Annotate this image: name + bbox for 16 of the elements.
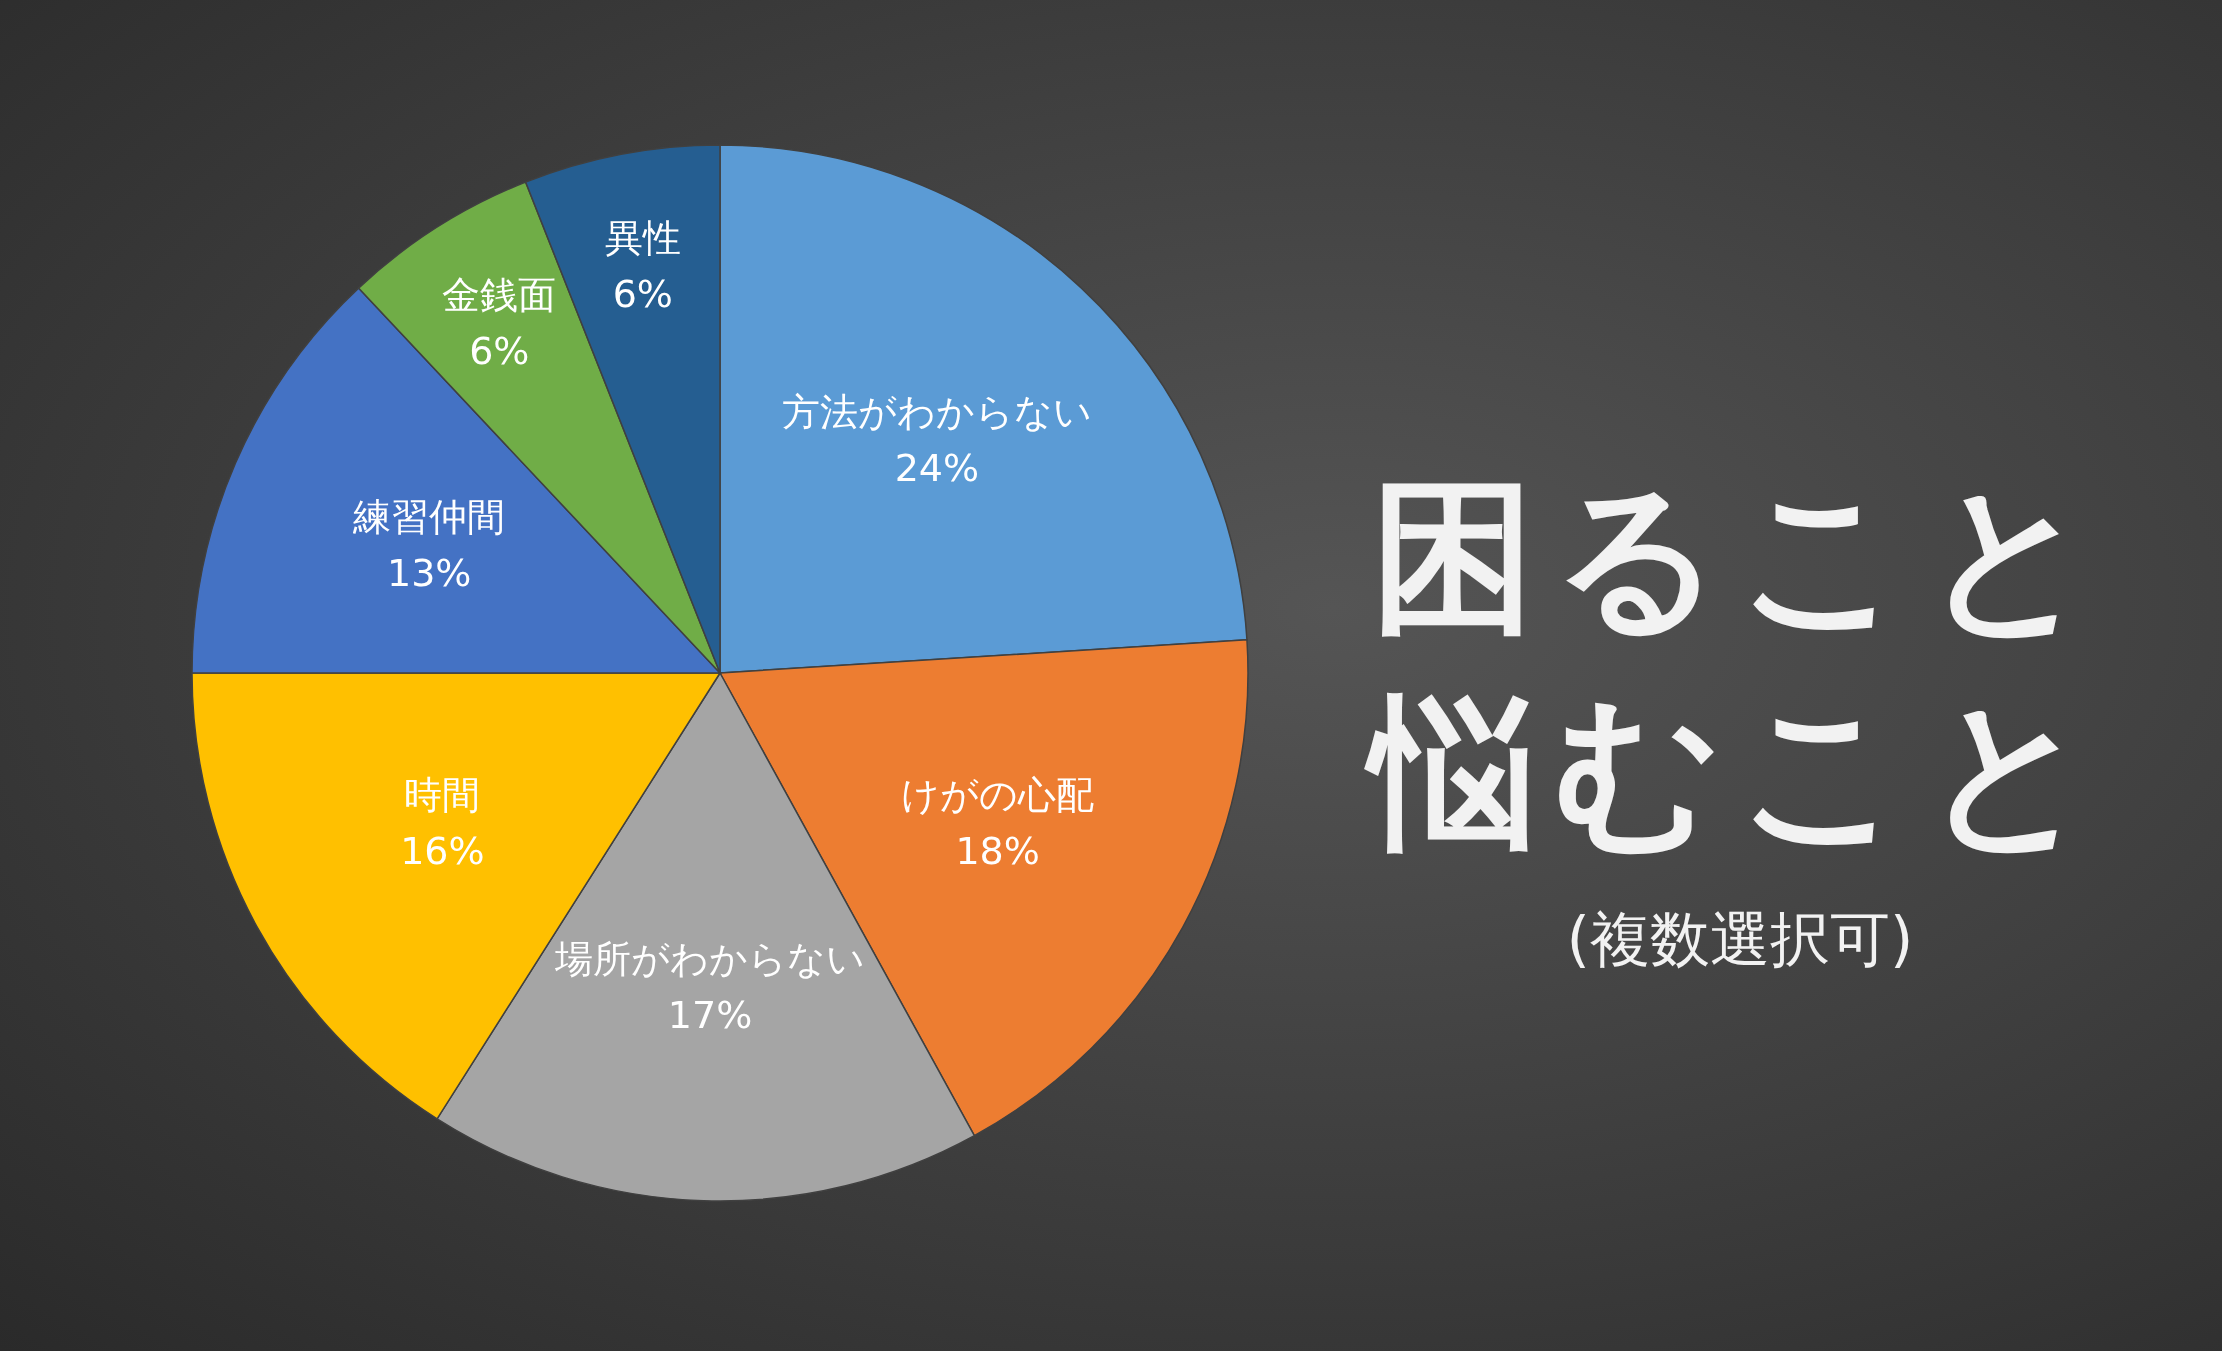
slice-label: 時間	[404, 773, 481, 818]
slice-label: 方法がわからない	[781, 389, 1092, 434]
text: (複数選択可)	[1565, 903, 1915, 976]
data-label: 16%	[400, 829, 485, 874]
slice-label: けがの心配	[901, 773, 1095, 818]
slice-label: 練習仲間	[352, 494, 506, 539]
data-label: 18%	[955, 829, 1040, 874]
data-label: 24%	[894, 445, 980, 490]
slice-label: 金銭面	[442, 272, 557, 317]
slice-label: 異性	[604, 215, 681, 260]
data-label: 6%	[469, 328, 530, 373]
slice-label: 場所がわからない	[554, 937, 866, 982]
data-label: 13%	[387, 550, 472, 595]
text: 困ること悩むこと	[1363, 460, 2110, 870]
data-label: 17%	[667, 993, 753, 1038]
data-label: 6%	[612, 271, 673, 316]
